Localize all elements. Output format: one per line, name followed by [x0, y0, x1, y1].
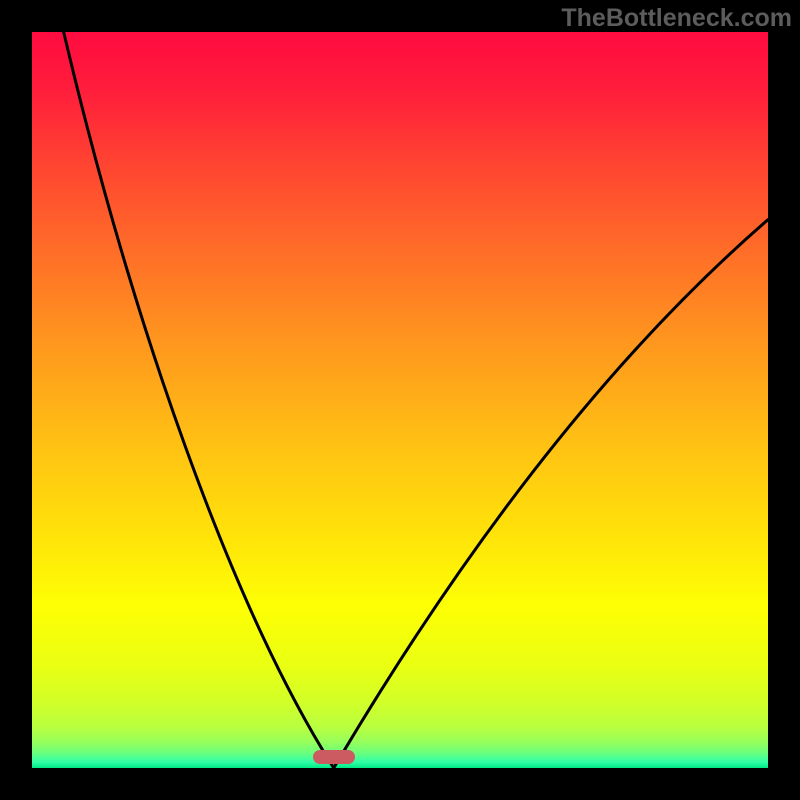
- vertex-marker: [313, 750, 355, 764]
- chart-frame: TheBottleneck.com: [0, 0, 800, 800]
- plot-area: [32, 32, 768, 768]
- gradient-background: [32, 32, 768, 768]
- watermark-text: TheBottleneck.com: [561, 4, 792, 33]
- bottleneck-curve: [32, 32, 768, 768]
